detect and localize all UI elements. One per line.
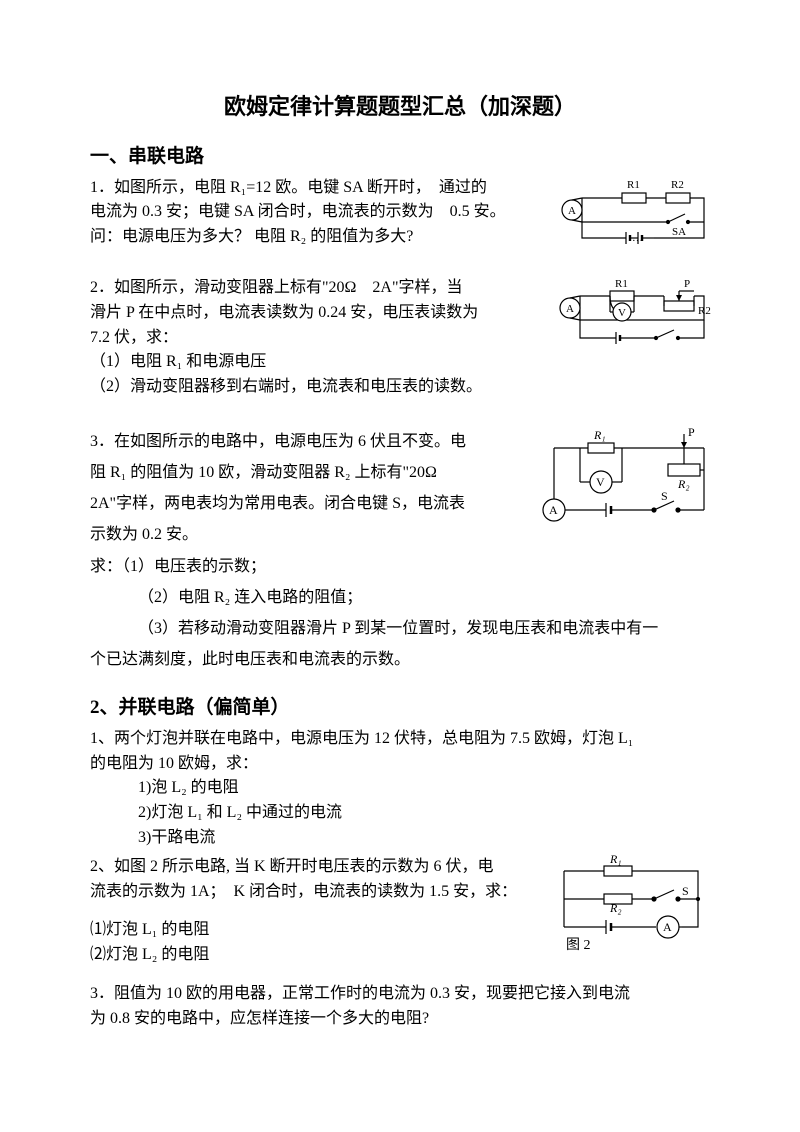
s2-q2: R₁ R₂ S xyxy=(90,855,710,968)
label-A2: A xyxy=(566,303,574,315)
s1-q3-sub2: （2）电阻 R₂ 连入电路的阻值； xyxy=(90,582,710,613)
s1-q3-sub3: （3）若移动滑动变阻器滑片 P 到某一位置时，发现电压表和电流表中有一 xyxy=(90,613,710,644)
label-A-s2: A xyxy=(663,920,672,934)
s1-q3-sub3b: 个已达满刻度，此时电压表和电流表的示数。 xyxy=(90,644,710,675)
s2-q1-line2: 的电阻为 10 欧姆，求： xyxy=(90,752,710,777)
s2-q1: 1、两个灯泡并联在电路中，电源电压为 12 伏特，总电阻为 7.5 欧姆，灯泡 … xyxy=(90,727,710,851)
label-S: S xyxy=(661,489,668,503)
label-R2-s2: R₂ xyxy=(609,901,622,915)
s2-q1-sub2: 2)灯泡 L₁ 和 L₂ 中通过的电流 xyxy=(90,801,710,826)
s2-q1-sub3: 3)干路电流 xyxy=(90,826,710,851)
label-V: V xyxy=(618,307,626,319)
label-R1i: R₁ xyxy=(593,428,606,442)
label-R1: R1 xyxy=(627,179,640,191)
s1-q2: R1 P R2 V xyxy=(90,276,710,400)
page-title: 欧姆定律计算题题型汇总（加深题） xyxy=(90,90,710,124)
section2-heading: 2、并联电路（偏简单） xyxy=(90,693,710,722)
fig2-label: 图 2 xyxy=(566,938,591,953)
page: 欧姆定律计算题题型汇总（加深题） 一、串联电路 R1 R2 xyxy=(0,0,800,1132)
label-S2: S xyxy=(682,884,689,898)
label-SA: SA xyxy=(672,226,686,238)
label-R1-s2: R₁ xyxy=(609,855,622,866)
label-R2: R2 xyxy=(671,179,684,191)
s2-q2-figure: R₁ R₂ S xyxy=(548,855,716,955)
s2-q3-line1: 3．阻值为 10 欧的用电器，正常工作时的电流为 0.3 安，现要把它接入到电流 xyxy=(90,982,710,1007)
s1-q1: R1 R2 SA A xyxy=(90,176,710,250)
label-A3: A xyxy=(549,503,558,517)
label-R2-2: R2 xyxy=(698,305,711,317)
label-P: P xyxy=(684,278,690,290)
label-P3: P xyxy=(688,426,695,439)
label-R2i: R₂ xyxy=(677,477,690,491)
section1-heading: 一、串联电路 xyxy=(90,142,710,171)
s2-q3: 3．阻值为 10 欧的用电器，正常工作时的电流为 0.3 安，现要把它接入到电流… xyxy=(90,982,710,1032)
s1-q3-line5: 求：（1）电压表的示数； xyxy=(90,551,710,582)
label-R1-2: R1 xyxy=(615,278,628,290)
s1-q2-sub2: （2）滑动变阻器移到右端时，电流表和电压表的读数。 xyxy=(90,375,710,400)
s1-q3: R₁ P R₂ xyxy=(90,426,710,676)
s2-q3-line2: 为 0.8 安的电路中，应怎样连接一个多大的电阻? xyxy=(90,1007,710,1032)
s1-q1-figure: R1 R2 SA A xyxy=(554,176,716,254)
s1-q2-figure: R1 P R2 V xyxy=(554,276,716,358)
s1-q3-figure: R₁ P R₂ xyxy=(536,426,716,534)
s2-q1-line1: 1、两个灯泡并联在电路中，电源电压为 12 伏特，总电阻为 7.5 欧姆，灯泡 … xyxy=(90,727,710,752)
s2-q1-sub1: 1)泡 L₂ 的电阻 xyxy=(90,776,710,801)
label-V3: V xyxy=(596,475,605,489)
label-A: A xyxy=(568,205,576,217)
